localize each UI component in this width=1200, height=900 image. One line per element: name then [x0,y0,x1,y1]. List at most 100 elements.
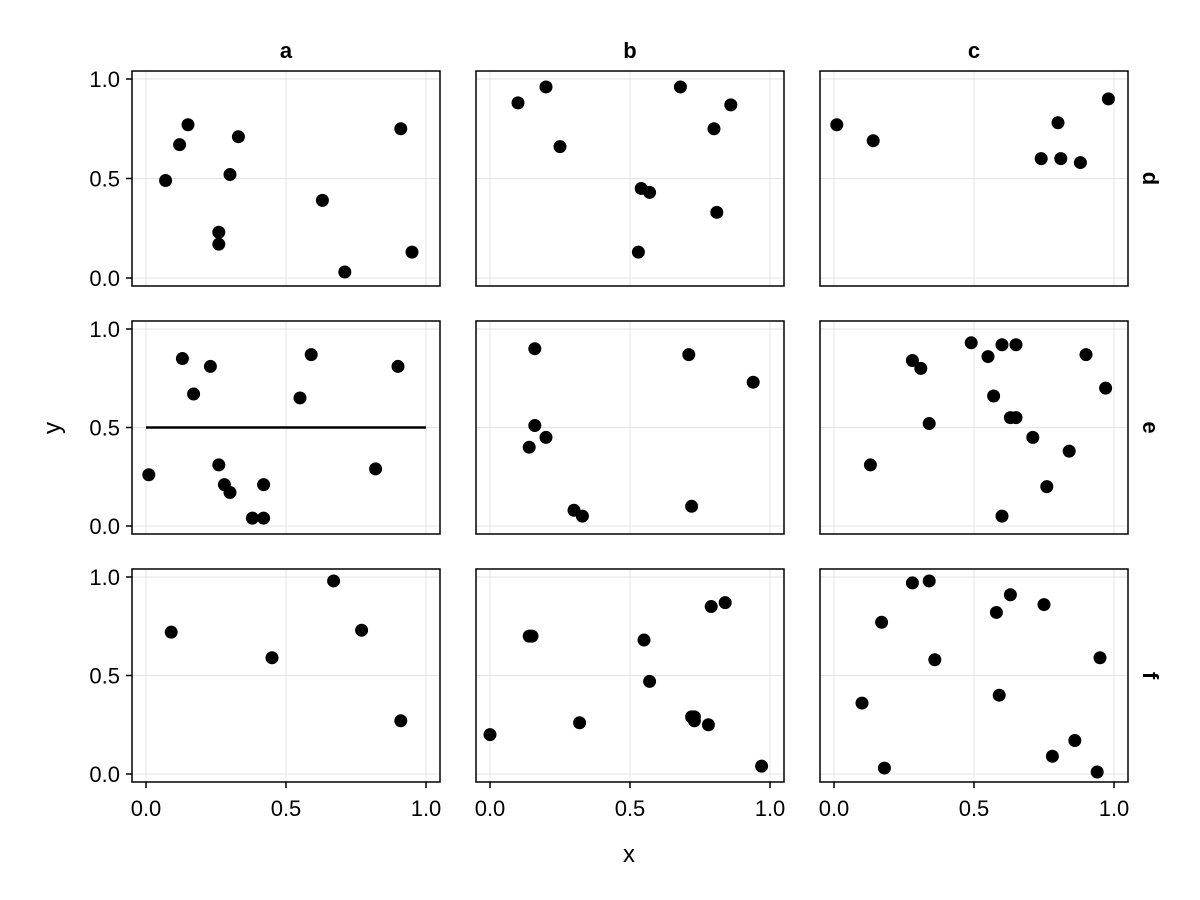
data-point [1068,734,1082,748]
column-title-a: a [280,38,293,63]
data-point [866,134,880,148]
y-tick-label: 1.0 [89,565,120,590]
data-point [539,430,553,444]
data-point [707,122,721,136]
data-point [1034,152,1048,166]
data-point [245,511,259,525]
x-tick-label: 1.0 [411,796,442,821]
data-point [1054,152,1068,166]
column-title-c: c [968,38,980,63]
x-tick-label: 0.5 [959,796,990,821]
x-tick-label: 0.5 [271,796,302,821]
y-tick-label: 0.5 [89,416,120,441]
data-point [483,728,497,742]
y-tick-label: 0.0 [89,762,120,787]
data-point [293,391,307,405]
data-point [995,338,1009,352]
data-point [1037,598,1051,612]
data-point [525,629,539,643]
data-point [637,633,651,647]
data-point [369,462,383,476]
data-point [173,138,187,152]
row-title-e: e [1138,421,1163,433]
data-point [528,342,542,356]
data-point [1045,749,1059,763]
y-tick-label: 1.0 [89,317,120,342]
labels-layer: x y [39,422,635,868]
data-point [631,245,645,259]
data-point [1093,651,1107,665]
data-point [718,596,732,610]
data-point [992,688,1006,702]
panel-b-e [475,320,785,535]
y-tick-label: 1.0 [89,67,120,92]
y-tick-label: 0.5 [89,664,120,689]
data-point [1101,92,1115,106]
data-point [1062,444,1076,458]
data-point [315,193,329,207]
y-tick-label: 0.5 [89,167,120,192]
data-point [830,118,844,132]
data-point [573,716,587,730]
data-point [922,574,936,588]
data-point [1009,411,1023,425]
data-point [877,761,891,775]
data-point [394,122,408,136]
data-point [231,130,245,144]
data-point [265,651,279,665]
row-title-d: d [1138,172,1163,185]
data-point [687,710,701,724]
data-point [981,350,995,364]
panel-a-f: 0.0 0.5 1.0 0.0 0.5 1.0 [89,565,441,821]
y-tick-label: 0.0 [89,514,120,539]
x-axis-label: x [623,841,635,868]
data-point [643,185,657,199]
data-point [539,80,553,94]
data-point [223,168,237,182]
panel-frame [819,70,1129,287]
data-point [553,140,567,154]
data-point [863,458,877,472]
data-point [159,173,173,187]
data-point [212,458,226,472]
panel-b-d: b [475,38,785,287]
data-point [405,245,419,259]
data-point [685,499,699,513]
data-point [1079,348,1093,362]
row-title-f: f [1138,672,1163,680]
data-point [304,348,318,362]
data-point [928,653,942,667]
x-tick-label: 1.0 [755,796,786,821]
data-point [1026,430,1040,444]
data-point [394,714,408,728]
data-point [704,600,718,614]
x-tick-label: 0.0 [131,796,162,821]
panel-c-f: 0.0 0.5 1.0 f [819,568,1163,821]
data-point [922,417,936,431]
panel-a-e: 0.0 0.5 1.0 [89,317,441,539]
data-point [1040,480,1054,494]
data-point [175,352,189,366]
data-point [905,354,919,368]
data-point [746,375,760,389]
data-point [673,80,687,94]
data-point [964,336,978,350]
data-point [142,468,156,482]
data-point [257,511,271,525]
data-point [710,205,724,219]
data-point [355,623,369,637]
data-point [575,509,589,523]
data-point [212,225,226,239]
x-tick-label: 0.5 [615,796,646,821]
x-tick-label: 1.0 [1099,796,1130,821]
data-point [164,625,178,639]
data-point [905,576,919,590]
data-point [1003,588,1017,602]
data-point [643,674,657,688]
data-point [1051,116,1065,130]
data-point [223,486,237,500]
x-tick-label: 0.0 [475,796,506,821]
data-point [1073,156,1087,170]
y-axis-label: y [39,422,66,434]
